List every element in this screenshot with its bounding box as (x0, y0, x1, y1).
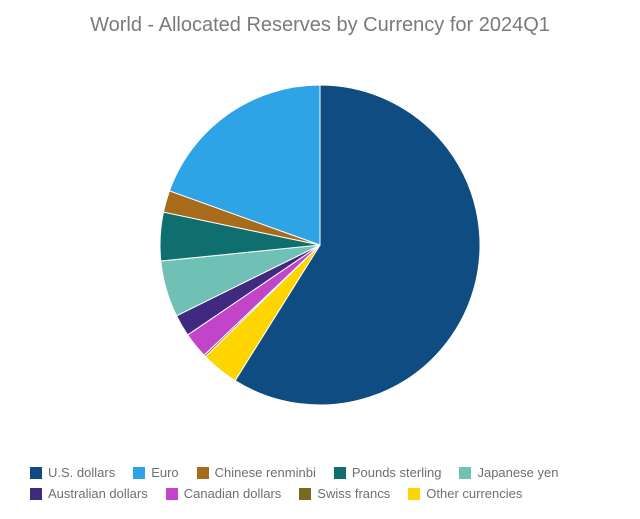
legend-item: U.S. dollars (30, 465, 115, 480)
legend-item: Japanese yen (459, 465, 558, 480)
legend-label: Japanese yen (477, 465, 558, 480)
legend-label: U.S. dollars (48, 465, 115, 480)
legend-swatch (459, 467, 471, 479)
chart-container: World - Allocated Reserves by Currency f… (0, 0, 640, 519)
legend-item: Swiss francs (299, 486, 390, 501)
pie-area (0, 60, 640, 429)
legend-swatch (408, 488, 420, 500)
legend-label: Canadian dollars (184, 486, 282, 501)
legend-swatch (133, 467, 145, 479)
legend-item: Canadian dollars (166, 486, 282, 501)
legend-label: Other currencies (426, 486, 522, 501)
legend-swatch (166, 488, 178, 500)
pie-chart (150, 75, 490, 415)
legend-label: Australian dollars (48, 486, 148, 501)
legend-swatch (30, 467, 42, 479)
legend-label: Pounds sterling (352, 465, 442, 480)
chart-title: World - Allocated Reserves by Currency f… (0, 0, 640, 37)
legend-swatch (299, 488, 311, 500)
legend-swatch (197, 467, 209, 479)
legend-label: Chinese renminbi (215, 465, 316, 480)
legend-swatch (334, 467, 346, 479)
legend-label: Swiss francs (317, 486, 390, 501)
legend: U.S. dollars Euro Chinese renminbi Pounds s… (30, 465, 610, 501)
legend-item: Euro (133, 465, 178, 480)
legend-item: Pounds sterling (334, 465, 442, 480)
legend-label: Euro (151, 465, 178, 480)
legend-swatch (30, 488, 42, 500)
legend-item: Chinese renminbi (197, 465, 316, 480)
legend-item: Australian dollars (30, 486, 148, 501)
legend-item: Other currencies (408, 486, 522, 501)
